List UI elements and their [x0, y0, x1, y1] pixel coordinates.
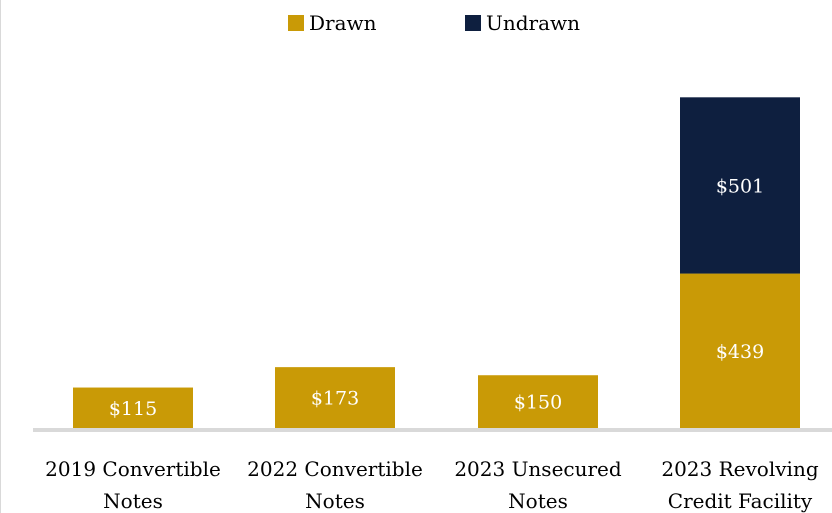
category-label-1-line-0: 2022 Convertible: [247, 457, 423, 481]
category-label-3-line-0: 2023 Revolving: [661, 457, 818, 481]
x-axis-line: [33, 428, 832, 432]
category-label-0-line-1: Notes: [103, 489, 163, 513]
category-label-2-line-1: Notes: [508, 489, 568, 513]
category-label-2-line-0: 2023 Unsecured: [454, 457, 622, 481]
bar-drawn-0: [73, 387, 193, 428]
category-label-1-line-1: Notes: [305, 489, 365, 513]
category-label-0-line-0: 2019 Convertible: [45, 457, 221, 481]
data-label-drawn-1: $173: [311, 388, 359, 410]
data-label-undrawn-3: $501: [716, 175, 764, 197]
legend-label-undrawn: Undrawn: [486, 11, 580, 35]
bar-drawn-2: [478, 375, 598, 428]
bar-drawn-3: [680, 273, 800, 428]
left-border: [0, 0, 1, 513]
data-label-drawn-3: $439: [716, 341, 764, 363]
bar-drawn-1: [275, 367, 395, 428]
category-labels: 2019 Convertible Notes 2022 Convertible Not…: [45, 457, 819, 513]
bar-undrawn-3: [680, 97, 800, 274]
data-label-drawn-0: $115: [109, 398, 157, 420]
legend-swatch-drawn: [288, 15, 304, 31]
legend: Drawn Undrawn: [288, 11, 580, 35]
legend-swatch-undrawn: [465, 15, 481, 31]
x-axis: [33, 428, 832, 432]
legend-label-drawn: Drawn: [309, 11, 377, 35]
data-label-drawn-2: $150: [514, 392, 562, 414]
category-label-3-line-1: Credit Facility: [668, 489, 813, 513]
bars: $115 $173 $150 $439 $501: [73, 97, 800, 428]
